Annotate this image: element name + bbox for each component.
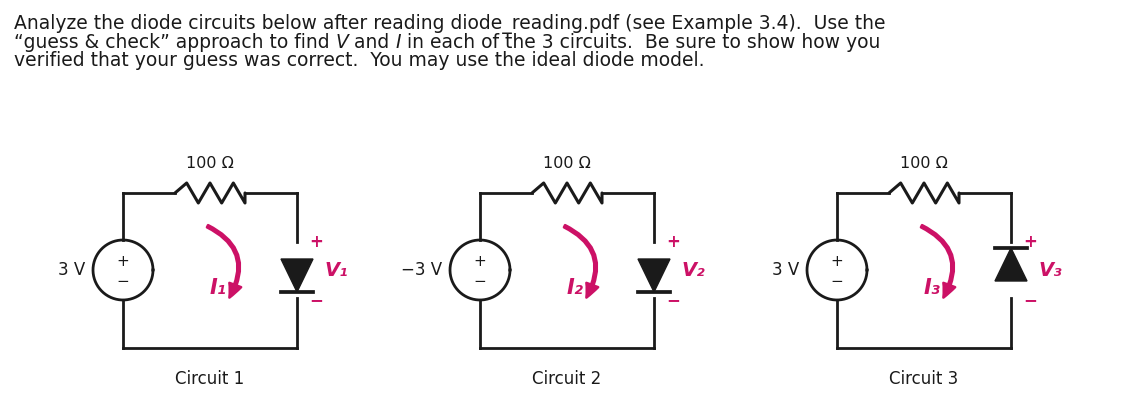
Text: 3 V: 3 V: [58, 261, 85, 279]
Text: 100 Ω: 100 Ω: [186, 156, 234, 171]
Text: Circuit 3: Circuit 3: [890, 370, 959, 388]
Text: −: −: [831, 274, 843, 289]
Text: I: I: [396, 33, 402, 51]
Text: Analyze the diode circuits below after reading diode_reading.pdf (see Example 3.: Analyze the diode circuits below after r…: [14, 14, 885, 34]
Text: verified that your guess was correct.  You may use the ideal diode model.: verified that your guess was correct. Yo…: [14, 51, 705, 70]
FancyArrowPatch shape: [564, 225, 598, 298]
Text: I₃: I₃: [924, 278, 941, 298]
Text: and: and: [348, 33, 396, 51]
Text: −: −: [1023, 291, 1037, 309]
Text: +: +: [666, 233, 680, 251]
Text: Circuit 1: Circuit 1: [176, 370, 245, 388]
Text: in each of the 3 circuits.  Be sure to show how you: in each of the 3 circuits. Be sure to sh…: [402, 33, 881, 51]
Text: +: +: [1023, 233, 1037, 251]
Text: −: −: [117, 274, 129, 289]
Polygon shape: [995, 248, 1027, 281]
Text: I₂: I₂: [566, 278, 583, 298]
Text: +: +: [117, 254, 129, 269]
Text: V₁: V₁: [325, 261, 348, 279]
Text: V: V: [336, 33, 348, 51]
Text: 100 Ω: 100 Ω: [900, 156, 948, 171]
Text: 100 Ω: 100 Ω: [543, 156, 591, 171]
Text: V₃: V₃: [1039, 261, 1062, 279]
FancyArrowPatch shape: [207, 225, 241, 298]
Text: −: −: [666, 291, 680, 309]
Text: V₂: V₂: [682, 261, 706, 279]
Text: −: −: [473, 274, 487, 289]
Text: −: −: [309, 291, 322, 309]
Text: “guess & check” approach to find: “guess & check” approach to find: [14, 33, 336, 51]
Text: +: +: [831, 254, 843, 269]
Text: Circuit 2: Circuit 2: [532, 370, 602, 388]
Text: +: +: [473, 254, 487, 269]
Text: −3 V: −3 V: [401, 261, 442, 279]
FancyArrowPatch shape: [920, 225, 956, 298]
Polygon shape: [281, 259, 313, 292]
Polygon shape: [638, 259, 670, 292]
Text: 3 V: 3 V: [772, 261, 799, 279]
Text: +: +: [309, 233, 322, 251]
Text: I₁: I₁: [210, 278, 227, 298]
